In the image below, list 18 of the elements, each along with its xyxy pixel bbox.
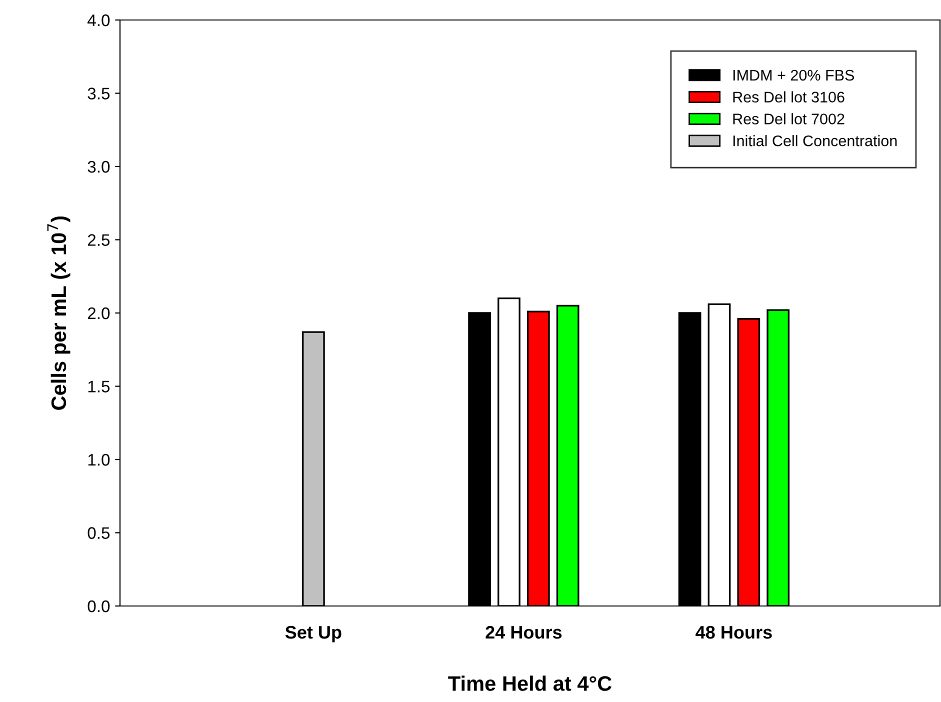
- legend-label: Res Del lot 7002: [733, 113, 844, 124]
- x-axis-title: Time Held at 4°C: [448, 676, 612, 691]
- legend-label: Res Del lot 3106: [733, 91, 844, 103]
- y-tick-label: 2.0: [88, 307, 110, 320]
- legend-label: IMDM + 20% FBS: [733, 70, 854, 81]
- y-tick-label: 4.0: [87, 14, 110, 26]
- legend-label: Initial Cell Concentration: [733, 135, 897, 146]
- x-tick-label: 24 Hours: [486, 626, 562, 639]
- y-tick-label: 0.0: [88, 600, 110, 612]
- y-tick-label: 1.0: [88, 454, 110, 466]
- y-tick-label: 3.0: [88, 160, 110, 173]
- y-tick-label: 3.5: [88, 88, 110, 100]
- y-tick-label: 1.5: [88, 380, 110, 392]
- x-tick-label: Set Up: [285, 626, 342, 642]
- y-axis-title: Cells per mL (x 10$^{7}$): [47, 216, 70, 410]
- y-tick-label: 0.5: [88, 527, 110, 539]
- x-tick-label: 48 Hours: [696, 626, 772, 639]
- y-tick-label: 2.5: [88, 234, 110, 246]
